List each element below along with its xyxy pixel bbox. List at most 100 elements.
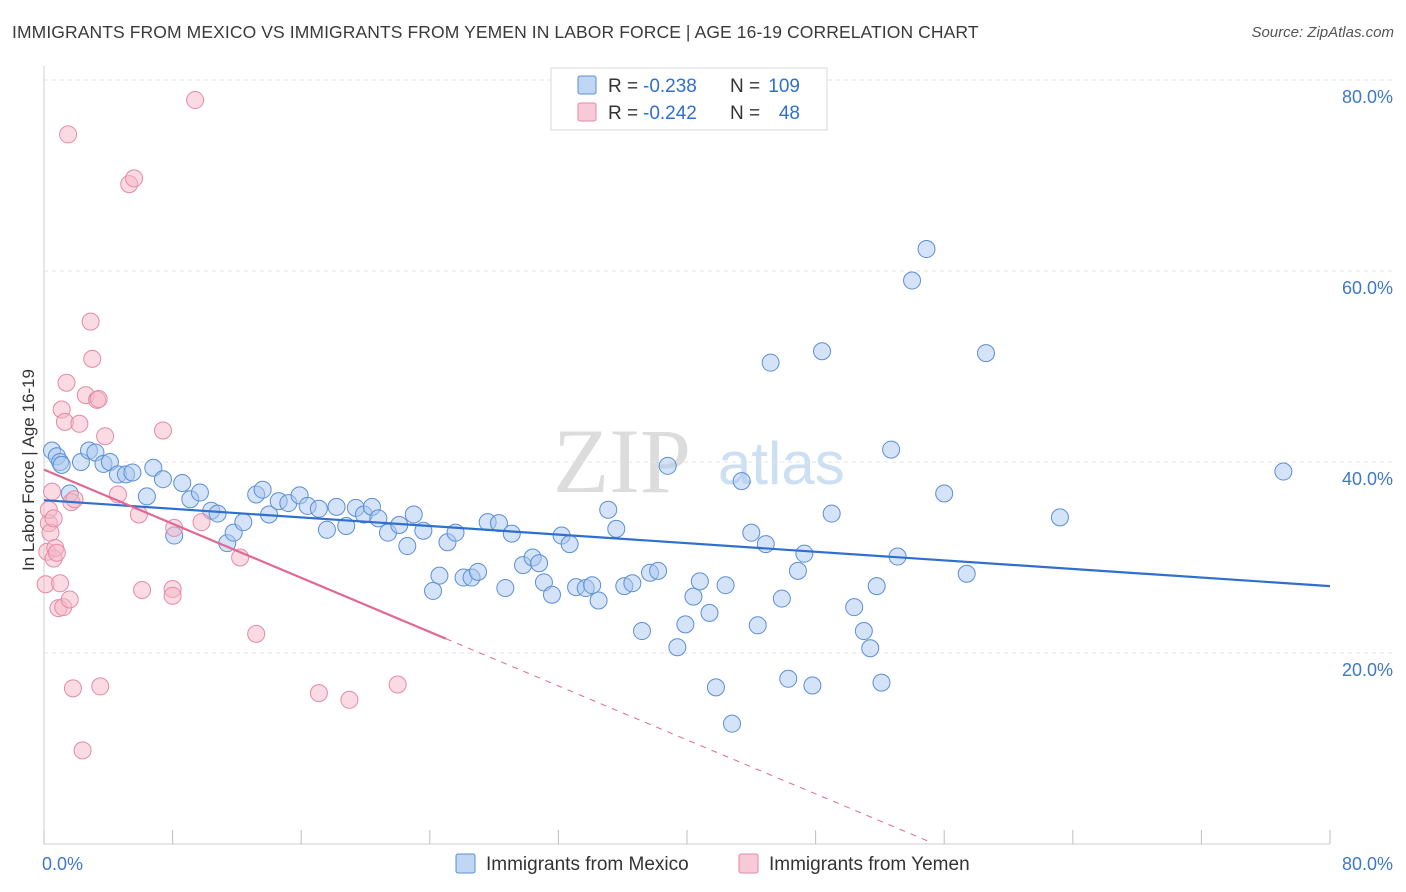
yemen-point [60,590,79,609]
mexico-point [190,483,209,502]
legend-n-label-yemen: N = [730,103,760,124]
stats-legend-box [550,67,828,131]
mexico-point [253,480,272,499]
yemen-point [133,580,152,599]
mexico-point [52,455,71,474]
y-tick-label: 40.0% [1342,469,1393,489]
mexico-point [854,622,873,641]
mexico-point [560,535,579,554]
mexico-point [822,504,841,523]
yemen-point [186,91,205,110]
x-tick-label: 0.0% [42,854,83,874]
mexico-point [530,554,549,573]
legend-swatch-yemen-bottom [738,853,759,874]
mexico-point [123,463,142,482]
mexico-point [723,714,742,733]
yemen-point [388,675,407,694]
legend-r-label-mexico: R = [608,76,638,97]
yemen-trend-line [43,468,447,640]
mexico-point [732,472,751,491]
mexico-point [424,581,443,600]
mexico-point [369,509,388,528]
mexico-point [430,566,449,585]
mexico-point [469,562,488,581]
mexico-point [144,458,163,477]
legend-r-value-yemen: -0.242 [643,103,697,124]
y-tick-labels: 20.0% 40.0% 60.0% 80.0% [1342,87,1393,680]
yemen-point [70,414,89,433]
mexico-point [668,638,687,657]
mexico-point [658,456,677,475]
source-credit: Source: ZipAtlas.com [1251,24,1394,41]
yemen-point [57,373,76,392]
mexico-point [690,572,709,591]
yemen-point [63,679,82,698]
mexico-point [153,470,172,489]
legend-swatch-yemen [577,102,597,122]
mexico-point [583,576,602,595]
mexico-point [589,591,608,610]
mexico-point [779,669,798,688]
legend-label-mexico: Immigrants from Mexico [486,854,689,875]
mexico-point [761,353,780,372]
mexico-point [632,622,651,641]
yemen-point [51,574,70,593]
mexico-point [327,497,346,516]
chart-title: IMMIGRANTS FROM MEXICO VS IMMIGRANTS FRO… [12,22,979,42]
y-tick-label: 60.0% [1342,278,1393,298]
legend-swatch-mexico-bottom [455,853,476,874]
mexico-point [845,598,864,617]
mexico-point [317,520,336,539]
legend-n-value-yemen: 48 [779,103,800,124]
mexico-point [772,589,791,608]
mexico-point [309,499,328,518]
mexico-point [599,500,618,519]
y-tick-label: 80.0% [1342,87,1393,107]
yemen-point [91,677,110,696]
mexico-point [502,524,521,543]
gridlines [44,79,1392,654]
mexico-point [917,240,936,259]
mexico-point [788,561,807,580]
mexico-point [542,585,561,604]
mexico-point [137,487,156,506]
yemen-point [340,690,359,709]
yemen-point [44,509,63,528]
mexico-point [903,271,922,290]
mexico-point [404,505,423,524]
mexico-point [957,564,976,583]
yemen-point [247,624,266,643]
yemen-point [43,482,62,501]
mexico-point [813,342,832,361]
yemen-point [192,513,211,532]
yemen-point [65,490,84,509]
yemen-point [309,684,328,703]
yemen-point [59,125,78,144]
mexico-point [1050,508,1069,527]
mexico-point [706,678,725,697]
mexico-point [742,523,761,542]
yemen-point [163,586,182,605]
mexico-point [935,484,954,503]
yemen-point [81,312,100,331]
mexico-trend-line [43,499,1331,588]
mexico-point [208,504,227,523]
mexico-point [398,537,417,556]
series-yemen-points [36,91,407,760]
mexico-point [756,535,775,554]
mexico-point [607,519,626,538]
trend-lines [43,468,1331,842]
axes [43,66,1331,845]
yemen-trend-extension [445,638,929,842]
x-tick-label: 80.0% [1342,854,1393,874]
mexico-point [748,616,767,635]
mexico-point [496,579,515,598]
yemen-point [96,427,115,446]
legend-n-label-mexico: N = [730,76,760,97]
y-tick-label: 20.0% [1342,660,1393,680]
mexico-point [676,615,695,634]
mexico-point [861,639,880,658]
stats-legend: R = -0.238 N = 109 R = -0.242 N = 48 [550,67,828,131]
mexico-point [976,344,995,363]
